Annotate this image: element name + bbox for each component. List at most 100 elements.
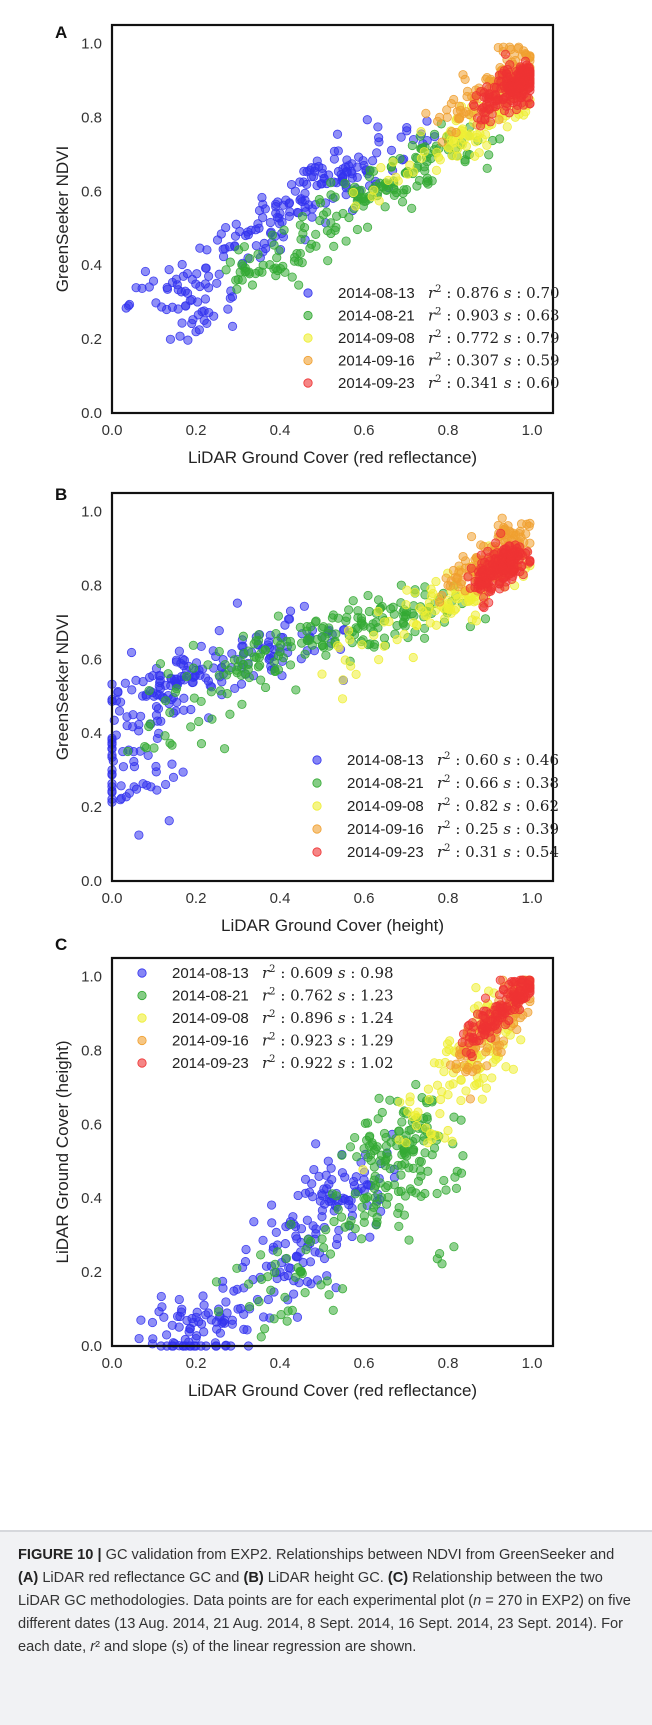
scatter-point-2014-08-13 xyxy=(175,331,185,341)
scatter-point-2014-08-13 xyxy=(286,180,297,190)
x-tick-label: 0.0 xyxy=(102,422,123,439)
scatter-point-2014-09-23 xyxy=(523,68,533,78)
scatter-point-2014-08-21 xyxy=(286,1219,296,1230)
scatter-point-2014-08-21 xyxy=(345,1142,356,1152)
scatter-point-2014-09-08 xyxy=(432,147,442,157)
scatter-point-2014-08-21 xyxy=(186,722,196,732)
scatter-point-2014-08-13 xyxy=(300,1174,311,1184)
scatter-point-2014-08-21 xyxy=(380,1156,390,1166)
scatter-point-2014-08-13 xyxy=(204,271,214,281)
scatter-point-2014-08-21 xyxy=(449,1242,459,1252)
y-tick-label: 0.6 xyxy=(81,651,102,668)
scatter-point-2014-08-21 xyxy=(260,682,271,693)
scatter-point-2014-08-21 xyxy=(388,602,398,612)
scatter-point-2014-08-13 xyxy=(162,1330,172,1340)
scatter-point-2014-09-08 xyxy=(440,614,450,624)
scatter-point-2014-08-13 xyxy=(151,767,161,777)
scatter-point-2014-08-21 xyxy=(272,1247,283,1257)
caption-n-variable: n xyxy=(473,1593,482,1609)
scatter-point-2014-09-23 xyxy=(495,1013,505,1023)
scatter-point-2014-08-21 xyxy=(377,1107,387,1118)
scatter-point-2014-09-08 xyxy=(424,598,434,608)
scatter-point-2014-08-21 xyxy=(394,1221,404,1231)
scatter-point-2014-09-23 xyxy=(514,83,525,93)
scatter-point-2014-08-13 xyxy=(216,229,226,239)
scatter-point-2014-08-21 xyxy=(317,632,327,642)
scatter-point-2014-08-13 xyxy=(199,1300,209,1310)
scatter-point-2014-09-23 xyxy=(500,49,511,59)
legend-date-label: 2014-08-13 xyxy=(172,965,249,982)
y-tick-label: 0.8 xyxy=(81,1042,102,1059)
panel-c-chart: 0.0 0.2 0.4 0.6 0.8 1.0 0.0 0.2 0.4 0.6 0.8 1.0 LiDA… xyxy=(53,935,555,1400)
scatter-point-2014-09-16 xyxy=(496,1047,506,1057)
scatter-point-2014-08-13 xyxy=(137,283,147,293)
scatter-point-2014-09-08 xyxy=(456,1075,466,1085)
scatter-point-2014-08-13 xyxy=(131,675,141,686)
scatter-point-2014-09-08 xyxy=(426,584,436,594)
scatter-point-2014-09-08 xyxy=(402,169,413,179)
scatter-point-2014-09-08 xyxy=(413,1107,423,1117)
scatter-point-2014-08-21 xyxy=(244,1279,254,1289)
scatter-point-2014-09-08 xyxy=(443,604,454,614)
scatter-point-2014-08-21 xyxy=(399,1145,409,1155)
scatter-point-2014-09-08 xyxy=(435,155,445,165)
scatter-point-2014-08-13 xyxy=(167,1320,177,1330)
scatter-point-2014-08-13 xyxy=(231,219,241,229)
scatter-point-2014-08-21 xyxy=(241,266,251,276)
scatter-point-2014-09-16 xyxy=(462,1064,472,1075)
caption-panel-a-ref: (A) xyxy=(18,1570,39,1586)
scatter-point-2014-08-21 xyxy=(437,1259,447,1269)
scatter-point-2014-08-21 xyxy=(243,646,254,656)
scatter-point-2014-08-13 xyxy=(308,1221,318,1231)
scatter-point-2014-08-21 xyxy=(369,1183,380,1194)
scatter-point-2014-09-08 xyxy=(395,1097,405,1107)
scatter-point-2014-08-13 xyxy=(329,154,339,164)
x-tick-label: 0.6 xyxy=(354,890,375,907)
scatter-point-2014-09-08 xyxy=(411,1121,422,1131)
scatter-point-2014-08-21 xyxy=(338,208,348,219)
scatter-point-2014-08-21 xyxy=(380,202,390,212)
scatter-point-2014-09-23 xyxy=(484,97,494,107)
scatter-point-2014-08-21 xyxy=(149,743,159,753)
scatter-point-2014-08-13 xyxy=(202,245,212,255)
scatter-point-2014-09-16 xyxy=(456,579,466,589)
scatter-point-2014-08-21 xyxy=(321,650,331,660)
scatter-point-2014-09-08 xyxy=(516,1035,526,1045)
scatter-point-2014-08-13 xyxy=(225,242,235,252)
scatter-point-2014-08-13 xyxy=(402,126,412,136)
scatter-point-2014-08-13 xyxy=(249,1217,259,1227)
legend-stats: r2 : 0.609 s : 0.98 xyxy=(262,964,394,982)
scatter-point-2014-08-21 xyxy=(251,268,261,279)
scatter-point-2014-09-23 xyxy=(484,89,494,99)
scatter-point-2014-08-21 xyxy=(327,1189,338,1199)
scatter-point-2014-08-13 xyxy=(221,1297,231,1307)
scatter-point-2014-08-21 xyxy=(419,633,430,643)
scatter-point-2014-08-21 xyxy=(299,223,310,233)
scatter-point-2014-08-13 xyxy=(136,711,146,721)
scatter-point-2014-09-08 xyxy=(439,1066,449,1077)
scatter-point-2014-08-13 xyxy=(214,626,224,636)
scatter-point-2014-09-08 xyxy=(435,1094,446,1105)
scatter-point-2014-09-08 xyxy=(487,1073,497,1083)
scatter-point-2014-08-21 xyxy=(328,610,339,620)
scatter-point-2014-09-08 xyxy=(482,140,492,150)
scatter-point-2014-08-21 xyxy=(350,1133,360,1143)
scatter-point-2014-09-08 xyxy=(367,192,377,202)
scatter-point-2014-09-23 xyxy=(525,555,535,566)
scatter-point-2014-09-23 xyxy=(468,99,478,110)
caption-text-4: Relationship between the two LiDAR GC me… xyxy=(18,1570,603,1609)
scatter-point-2014-08-21 xyxy=(238,631,248,641)
scatter-point-2014-09-23 xyxy=(494,579,504,589)
scatter-point-2014-09-08 xyxy=(470,151,480,161)
scatter-point-2014-08-13 xyxy=(258,1235,268,1245)
legend-stats: r2 : 0.923 s : 1.29 xyxy=(262,1032,394,1050)
scatter-point-2014-08-13 xyxy=(396,132,406,142)
scatter-point-2014-09-23 xyxy=(511,104,522,115)
scatter-point-2014-09-08 xyxy=(369,630,379,640)
scatter-point-2014-08-21 xyxy=(323,256,333,266)
scatter-point-2014-08-21 xyxy=(269,240,279,250)
scatter-point-2014-08-13 xyxy=(284,199,294,209)
scatter-point-2014-08-13 xyxy=(164,816,174,826)
scatter-point-2014-08-13 xyxy=(200,294,211,304)
scatter-point-2014-09-16 xyxy=(460,74,470,84)
